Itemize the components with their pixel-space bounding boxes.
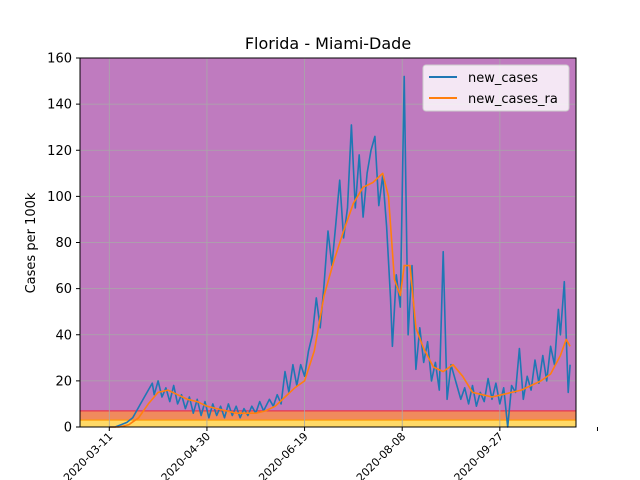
y-tick-label-5: 100 (47, 190, 72, 205)
threshold-bands (80, 410, 576, 427)
legend-box (422, 64, 570, 112)
chart-title: Florida - Miami-Dade (245, 34, 411, 53)
series-line-new_cases (109, 75, 571, 428)
x-tick-label-4: 2020-09-27 (452, 430, 506, 480)
x-tick-label-0: 2020-03-11 (61, 430, 115, 480)
legend-label-new_cases_ra: new_cases_ra (468, 92, 558, 107)
legend: new_cases new_cases_ra (422, 64, 570, 112)
y-axis-label: Cases per 100k (24, 192, 39, 293)
y-tick-label-3: 60 (55, 282, 72, 297)
y-tick-label-1: 20 (55, 374, 72, 389)
x-axis-ticks: 2020-03-11 2020-04-30 2020-06-19 2020-08-08… (61, 427, 598, 480)
x-tick-label-2: 2020-06-19 (256, 430, 310, 480)
threshold-band-0 (80, 420, 576, 427)
threshold-band-1 (80, 410, 576, 421)
y-tick-label-8: 160 (47, 52, 72, 67)
x-tick-label-3: 2020-08-08 (354, 430, 408, 480)
series-line-new_cases_ra (109, 172, 571, 428)
y-axis-ticks: 0 20 40 60 80 100 120 140 160 (47, 52, 80, 436)
x-tick-label-1: 2020-04-30 (159, 430, 213, 480)
y-tick-label-7: 140 (47, 98, 72, 113)
y-tick-label-6: 120 (47, 144, 72, 159)
series-lines (109, 75, 571, 428)
legend-label-new_cases: new_cases (468, 71, 538, 86)
y-tick-label-0: 0 (64, 421, 72, 436)
y-tick-label-4: 80 (55, 236, 72, 251)
y-tick-label-2: 40 (55, 328, 72, 343)
